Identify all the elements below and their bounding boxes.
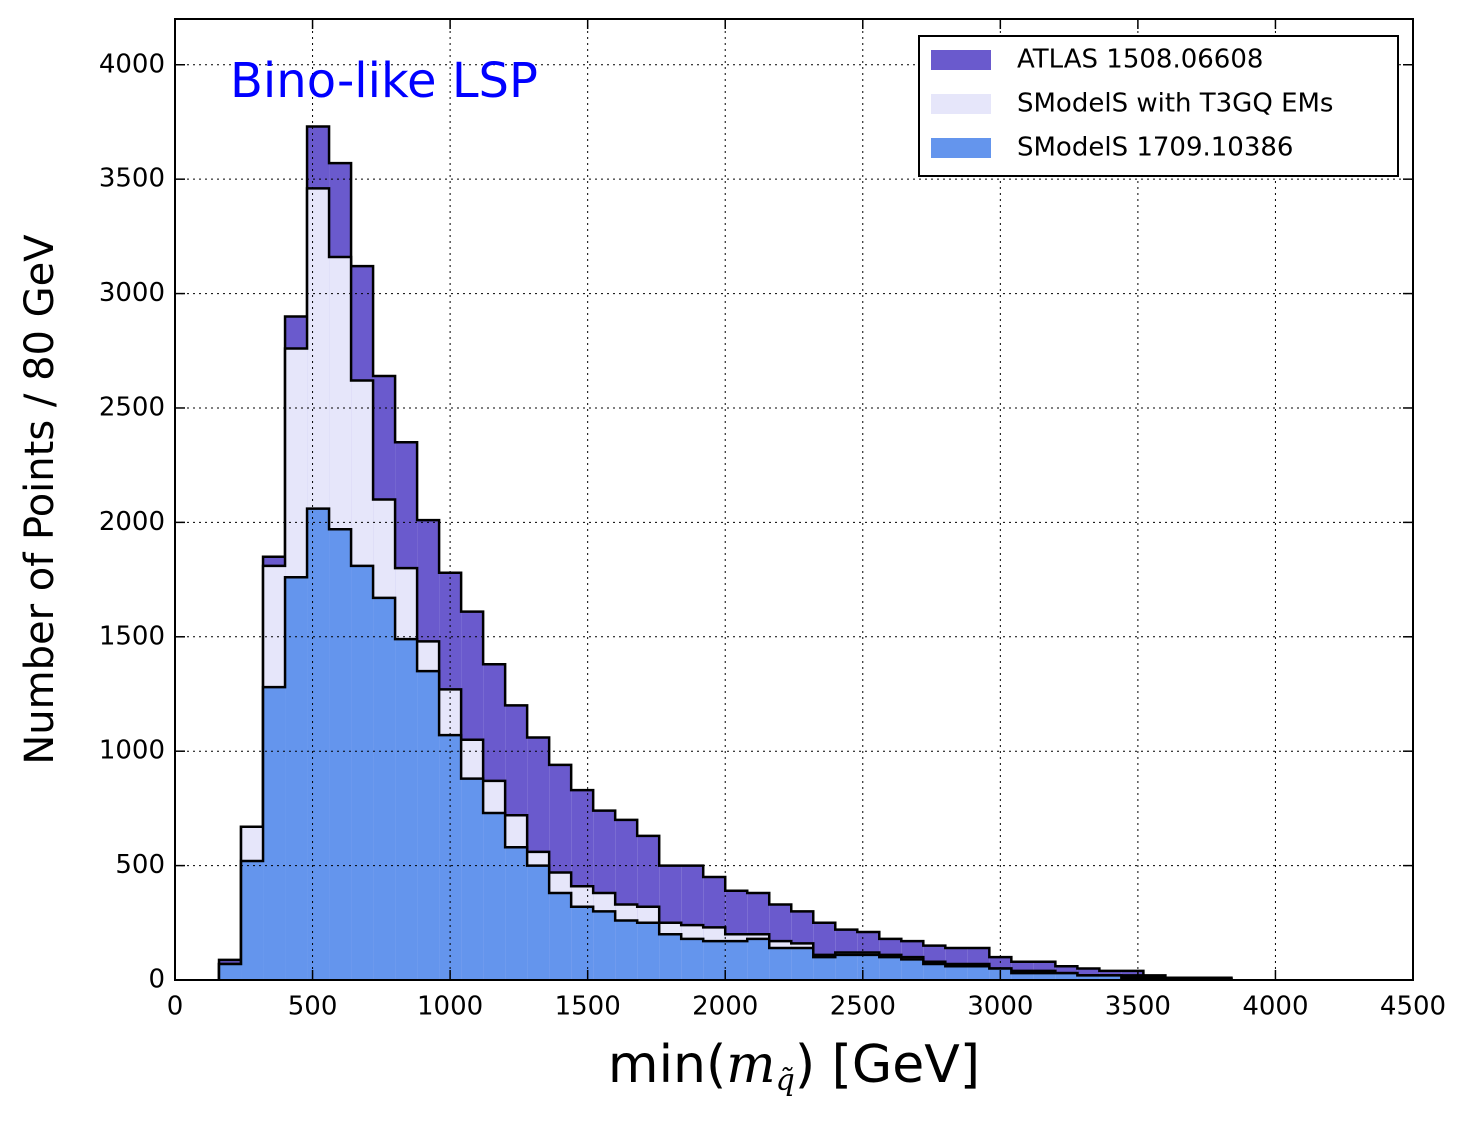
histogram-bar: [879, 957, 902, 980]
step-outline: [217, 187, 1233, 981]
x-tick-label: 500: [288, 992, 338, 1022]
histogram-bar: [219, 963, 242, 980]
histogram-bar: [923, 963, 946, 980]
histogram-bar: [395, 639, 418, 980]
histogram-bar: [483, 812, 506, 980]
x-tick-label: 2500: [830, 992, 896, 1022]
histogram-bar: [417, 671, 440, 980]
histogram-bar: [637, 922, 660, 980]
x-tick-label: 0: [167, 992, 184, 1022]
histogram-bar: [439, 735, 462, 980]
histogram-bar: [747, 938, 770, 980]
legend-swatch: [931, 138, 991, 158]
x-tick-label: 4000: [1242, 992, 1308, 1022]
histogram-bar: [571, 906, 594, 980]
histogram-bar: [1033, 973, 1056, 980]
x-tick-label: 1000: [417, 992, 483, 1022]
histogram-bar: [791, 947, 814, 980]
y-tick-label: 500: [115, 850, 165, 880]
histogram-bar: [945, 966, 968, 980]
y-tick-label: 3500: [99, 164, 165, 194]
y-tick-label: 2500: [99, 392, 165, 422]
histogram-bar: [835, 954, 858, 980]
histogram-bar: [703, 941, 726, 980]
legend-swatch: [931, 94, 991, 114]
legend-swatch: [931, 50, 991, 70]
histogram-bar: [329, 529, 352, 980]
histogram-bar: [549, 893, 572, 980]
x-tick-label: 2000: [692, 992, 758, 1022]
histogram-bar: [1011, 973, 1034, 980]
histogram-bar: [615, 920, 638, 980]
histogram-bar: [725, 941, 748, 980]
histogram-bar: [659, 934, 682, 980]
y-tick-label: 0: [148, 965, 165, 995]
y-tick-label: 4000: [99, 49, 165, 79]
histogram-bar: [1099, 975, 1122, 980]
histogram-bar: [373, 597, 396, 980]
legend-label: SModelS 1709.10386: [1017, 133, 1293, 163]
x-tick-label: 1500: [555, 992, 621, 1022]
histogram-bar: [967, 966, 990, 980]
x-label-part: min(: [608, 1035, 726, 1095]
histogram-bar: [307, 508, 330, 980]
x-tick-label: 3500: [1105, 992, 1171, 1022]
histogram-bar: [285, 577, 308, 980]
histogram-bar: [241, 861, 264, 980]
histogram-bar: [505, 847, 528, 980]
histogram-bar: [527, 865, 550, 980]
y-axis-label: Number of Points / 80 GeV: [17, 234, 63, 765]
y-tick-label: 2000: [99, 507, 165, 537]
histogram-bar: [769, 947, 792, 980]
y-tick-label: 1500: [99, 621, 165, 651]
histogram-bar: [461, 778, 484, 980]
step-outline: [217, 507, 1233, 981]
histogram-bar: [1055, 973, 1078, 980]
histogram-bar: [1077, 975, 1100, 980]
y-tick-label: 1000: [99, 736, 165, 766]
annotation: Bino-like LSP: [230, 53, 538, 109]
histogram-bar: [263, 687, 286, 980]
histogram-bar: [593, 911, 616, 980]
x-label-part: ) [GeV]: [795, 1035, 980, 1095]
x-tick-label: 4500: [1380, 992, 1446, 1022]
x-label-part: m: [726, 1035, 775, 1095]
y-tick-label: 3000: [99, 278, 165, 308]
x-label-part: q̃: [776, 1063, 795, 1098]
x-axis-label: min(mq̃) [GeV]: [608, 1035, 980, 1099]
histogram-bar: [351, 565, 374, 980]
histogram-bar: [681, 938, 704, 980]
plot-frame: [174, 18, 1414, 981]
legend-label: SModelS with T3GQ EMs: [1017, 89, 1333, 119]
legend-box: [918, 35, 1399, 177]
step-outline: [217, 125, 1233, 980]
x-tick-label: 3000: [967, 992, 1033, 1022]
histogram-bar: [857, 954, 880, 980]
histogram-bar: [901, 959, 924, 980]
histogram-bar: [813, 957, 836, 980]
legend-label: ATLAS 1508.06608: [1017, 45, 1263, 75]
